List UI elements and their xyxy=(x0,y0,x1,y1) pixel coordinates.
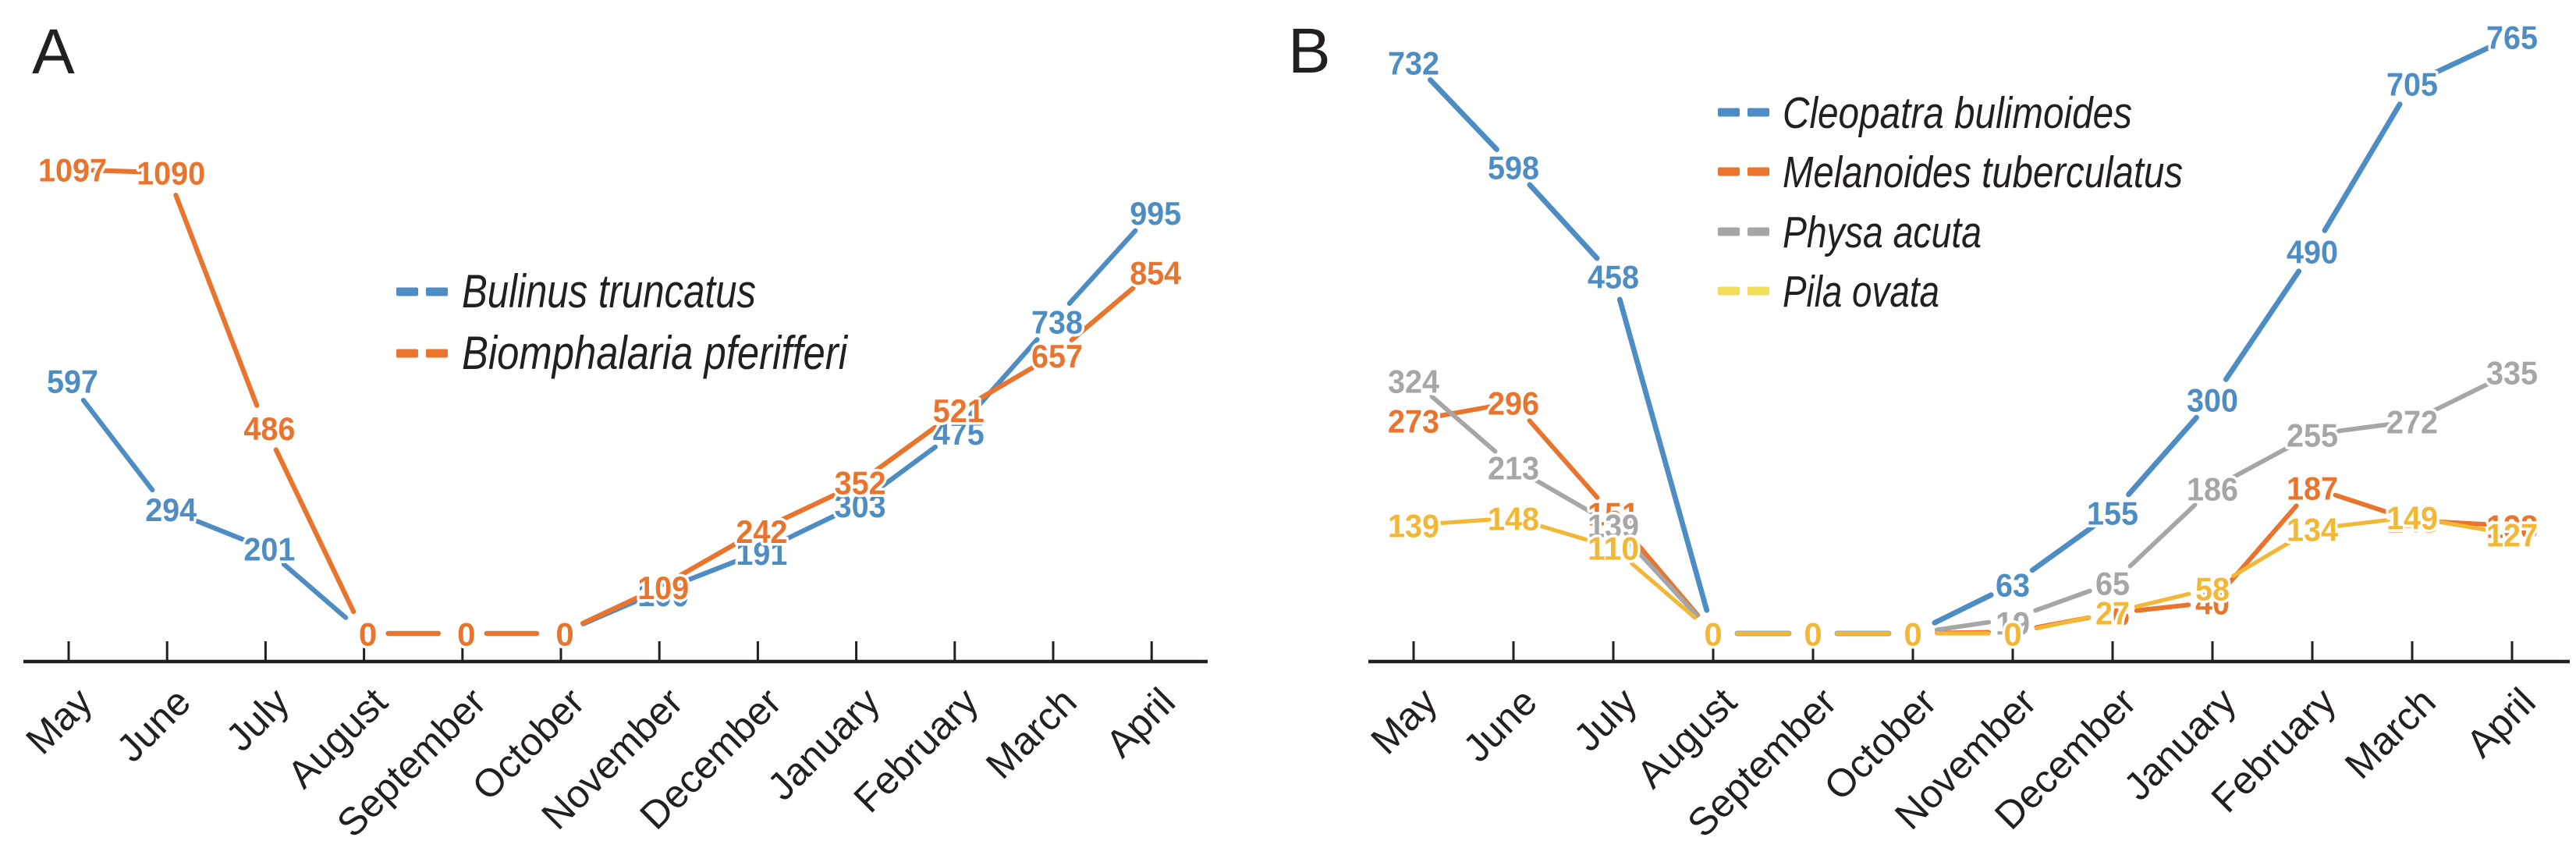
svg-text:475: 475 xyxy=(933,415,985,452)
svg-text:148: 148 xyxy=(1488,500,1539,537)
svg-text:27: 27 xyxy=(2095,594,2130,631)
svg-text:0: 0 xyxy=(555,616,573,652)
svg-text:26: 26 xyxy=(2095,595,2130,632)
svg-text:134: 134 xyxy=(2287,511,2339,548)
svg-text:186: 186 xyxy=(2187,470,2238,507)
svg-text:335: 335 xyxy=(2486,354,2538,391)
svg-text:0: 0 xyxy=(1804,616,1822,652)
svg-text:294: 294 xyxy=(145,491,197,528)
svg-text:0: 0 xyxy=(1704,616,1722,652)
svg-text:213: 213 xyxy=(1488,449,1539,486)
svg-text:0: 0 xyxy=(2003,616,2021,652)
svg-text:0: 0 xyxy=(1904,616,1921,652)
svg-text:110: 110 xyxy=(1588,530,1639,566)
svg-text:65: 65 xyxy=(2095,565,2130,601)
svg-text:0: 0 xyxy=(359,616,377,652)
svg-text:598: 598 xyxy=(1488,149,1539,186)
svg-text:63: 63 xyxy=(1996,566,2030,603)
svg-text:109: 109 xyxy=(637,569,689,606)
svg-text:201: 201 xyxy=(243,530,295,567)
svg-text:255: 255 xyxy=(2287,417,2338,453)
svg-text:1090: 1090 xyxy=(137,155,205,192)
svg-text:40: 40 xyxy=(2195,584,2230,621)
svg-text:352: 352 xyxy=(835,465,886,502)
svg-text:0: 0 xyxy=(1804,616,1822,652)
svg-text:490: 490 xyxy=(2287,233,2338,270)
svg-text:149: 149 xyxy=(2386,499,2438,536)
svg-text:19: 19 xyxy=(1996,605,2030,641)
svg-text:A: A xyxy=(32,16,75,87)
svg-text:0: 0 xyxy=(1904,616,1921,652)
svg-text:0: 0 xyxy=(1904,616,1921,652)
svg-text:995: 995 xyxy=(1130,195,1181,232)
svg-text:191: 191 xyxy=(736,535,787,572)
svg-text:273: 273 xyxy=(1388,403,1439,439)
svg-text:Biomphalaria pferifferi: Biomphalaria pferifferi xyxy=(462,327,848,379)
svg-text:272: 272 xyxy=(2386,403,2438,440)
svg-text:B: B xyxy=(1288,16,1331,87)
svg-text:0: 0 xyxy=(1904,616,1921,652)
svg-text:242: 242 xyxy=(736,513,787,550)
svg-text:486: 486 xyxy=(243,410,295,447)
svg-text:127: 127 xyxy=(2486,516,2538,553)
svg-text:139: 139 xyxy=(1388,507,1439,544)
svg-text:765: 765 xyxy=(2486,19,2538,55)
svg-text:155: 155 xyxy=(2087,495,2138,531)
svg-text:0: 0 xyxy=(1804,616,1822,652)
svg-text:296: 296 xyxy=(1488,385,1539,421)
svg-text:58: 58 xyxy=(2195,570,2230,607)
svg-text:303: 303 xyxy=(835,488,886,524)
svg-text:0: 0 xyxy=(359,616,377,652)
svg-text:597: 597 xyxy=(47,364,98,400)
svg-text:657: 657 xyxy=(1031,338,1083,374)
svg-text:738: 738 xyxy=(1031,303,1083,340)
svg-text:145: 145 xyxy=(2386,502,2438,539)
svg-text:854: 854 xyxy=(1130,254,1182,291)
svg-text:458: 458 xyxy=(1588,258,1639,295)
svg-text:0: 0 xyxy=(1804,616,1822,652)
svg-text:521: 521 xyxy=(933,392,985,429)
svg-text:139: 139 xyxy=(1588,507,1639,544)
svg-text:0: 0 xyxy=(457,616,475,652)
svg-text:705: 705 xyxy=(2386,66,2438,102)
svg-text:Cleopatra bulimoides: Cleopatra bulimoides xyxy=(1783,88,2132,138)
svg-text:Pila ovata: Pila ovata xyxy=(1783,267,1939,317)
svg-text:0: 0 xyxy=(1704,616,1722,652)
svg-text:1097: 1097 xyxy=(38,152,107,189)
svg-text:324: 324 xyxy=(1388,363,1440,399)
svg-text:138: 138 xyxy=(2486,508,2538,545)
svg-text:Bulinus truncatus: Bulinus truncatus xyxy=(462,265,756,318)
svg-text:0: 0 xyxy=(555,616,573,652)
svg-text:0: 0 xyxy=(457,616,475,652)
svg-text:0: 0 xyxy=(1704,616,1722,652)
svg-text:Physa acuta: Physa acuta xyxy=(1783,208,1982,257)
svg-text:300: 300 xyxy=(2187,381,2238,418)
svg-text:151: 151 xyxy=(1588,495,1639,532)
svg-text:100: 100 xyxy=(637,577,689,613)
svg-text:187: 187 xyxy=(2287,470,2338,506)
svg-text:732: 732 xyxy=(1388,44,1439,81)
svg-text:0: 0 xyxy=(1704,616,1722,652)
svg-text:Melanoides tuberculatus: Melanoides tuberculatus xyxy=(1783,147,2183,197)
